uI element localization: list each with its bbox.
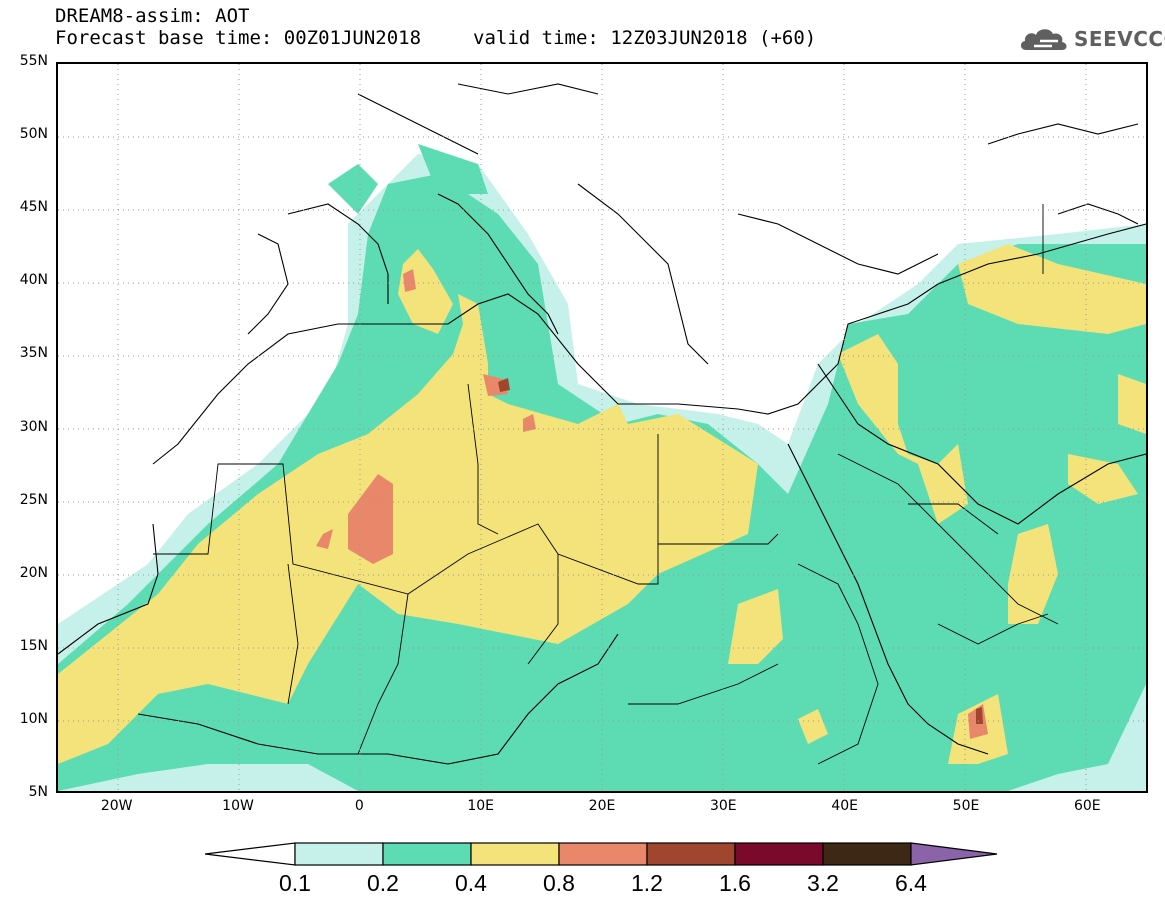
lat-label: 30N — [19, 418, 48, 435]
aot-band-0.4 — [58, 244, 1146, 764]
lat-label: 50N — [19, 126, 48, 143]
aot-map — [56, 62, 1148, 793]
map-title: DREAM8-assim: AOT — [55, 5, 250, 27]
colorbar-bin-1 — [294, 842, 384, 866]
cloud-logo-icon — [1020, 29, 1067, 50]
coastlines — [58, 83, 1146, 765]
seevccc-logo: SEEVCCC — [1018, 24, 1165, 54]
colorbar-bin-4 — [558, 842, 648, 866]
lon-label: 20E — [588, 798, 616, 814]
colorbar-label: 3.2 — [807, 870, 839, 896]
colorbar-label: 1.2 — [631, 870, 663, 896]
aot-band-1.2 — [498, 378, 983, 724]
colorbar-under-triangle — [205, 842, 296, 866]
colorbar-label: 0.1 — [279, 870, 311, 896]
lon-label: 20W — [100, 798, 133, 814]
colorbar-label: 1.6 — [719, 870, 751, 896]
lat-label: 40N — [19, 272, 48, 289]
lon-label: 10E — [467, 798, 494, 814]
valid-time: valid time: 12Z03JUN2018 (+60) — [473, 27, 817, 49]
lat-label: 25N — [19, 491, 48, 508]
colorbar-bin-3 — [470, 842, 560, 866]
colorbar-label: 6.4 — [895, 870, 927, 896]
country-borders — [153, 204, 1059, 765]
colorbar-bin-7 — [822, 842, 912, 866]
lon-label: 10W — [222, 798, 254, 814]
aot-band-0.8 — [316, 269, 988, 739]
lat-label: 55N — [19, 53, 48, 69]
lat-label: 35N — [19, 345, 48, 362]
colorbar-bin-5 — [646, 842, 736, 866]
lat-label: 10N — [19, 710, 48, 727]
time-line: Forecast base time: 00Z01JUN2018 valid ti… — [55, 28, 816, 48]
lat-label: 20N — [19, 564, 48, 581]
graticule — [58, 64, 1146, 791]
colorbar-label: 0.8 — [543, 870, 575, 896]
lat-label: 45N — [19, 199, 48, 216]
colorbar-bin-2 — [382, 842, 472, 866]
colorbar-label: 0.4 — [455, 870, 487, 896]
lat-label: 5N — [28, 784, 48, 800]
aot-map-svg — [58, 64, 1146, 791]
colorbar-over-triangle — [910, 842, 998, 866]
colorbar-bin-6 — [734, 842, 824, 866]
lon-label: 50E — [952, 798, 980, 814]
lat-label: 15N — [19, 637, 48, 654]
base-time: Forecast base time: 00Z01JUN2018 — [55, 27, 422, 49]
lon-label: 0 — [354, 798, 364, 814]
lon-label: 60E — [1073, 798, 1101, 814]
colorbar — [205, 842, 998, 866]
colorbar-label: 0.2 — [367, 870, 399, 896]
lon-label: 40E — [831, 798, 858, 814]
logo-text: SEEVCCC — [1074, 27, 1165, 51]
lon-label: 30E — [709, 798, 737, 814]
